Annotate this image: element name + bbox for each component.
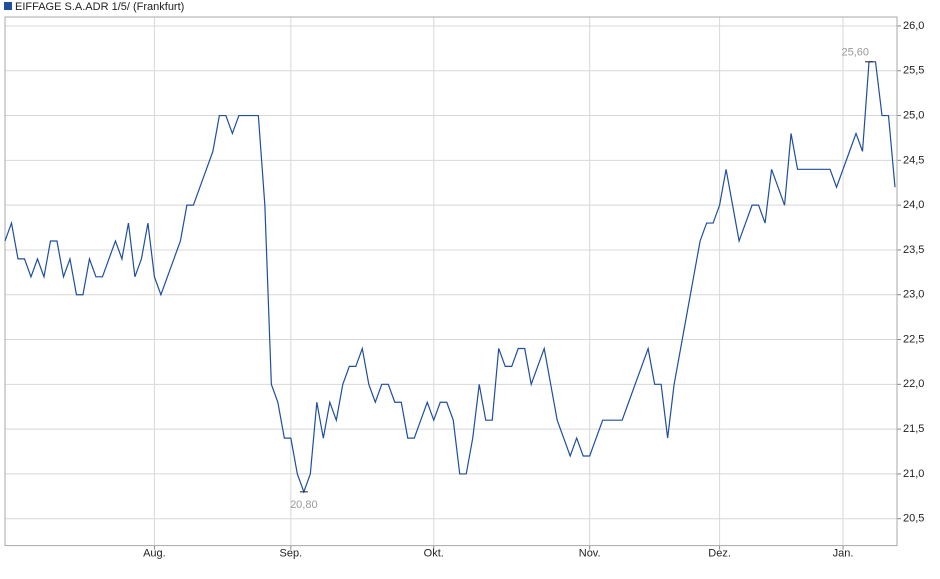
x-tick-label: Aug. — [143, 548, 166, 560]
x-tick-label: Sep. — [280, 548, 303, 560]
legend-label: EIFFAGE S.A.ADR 1/5/ (Frankfurt) — [15, 1, 184, 13]
y-tick-label: 24,0 — [903, 199, 924, 211]
y-tick-label: 23,0 — [903, 289, 924, 301]
x-tick-label: Dez. — [708, 548, 731, 560]
y-tick-label: 22,0 — [903, 378, 924, 390]
value-label: 20,80 — [290, 499, 318, 511]
y-tick-label: 20,5 — [903, 513, 924, 525]
y-tick-label: 21,5 — [903, 423, 924, 435]
legend-swatch — [4, 2, 12, 10]
y-tick-label: 25,0 — [903, 109, 924, 121]
y-tick-label: 25,5 — [903, 65, 924, 77]
plot-frame — [4, 16, 898, 547]
y-tick-label: 26,0 — [903, 20, 924, 32]
y-tick-label: 21,0 — [903, 468, 924, 480]
value-label: 25,60 — [841, 47, 869, 59]
price-line — [4, 61, 896, 494]
x-tick-label: Okt. — [424, 548, 444, 560]
y-tick-label: 23,5 — [903, 244, 924, 256]
y-tick-label: 22,5 — [903, 333, 924, 345]
x-tick-label: Nov. — [579, 548, 601, 560]
y-tick-label: 24,5 — [903, 154, 924, 166]
x-tick-label: Jan. — [833, 548, 854, 560]
